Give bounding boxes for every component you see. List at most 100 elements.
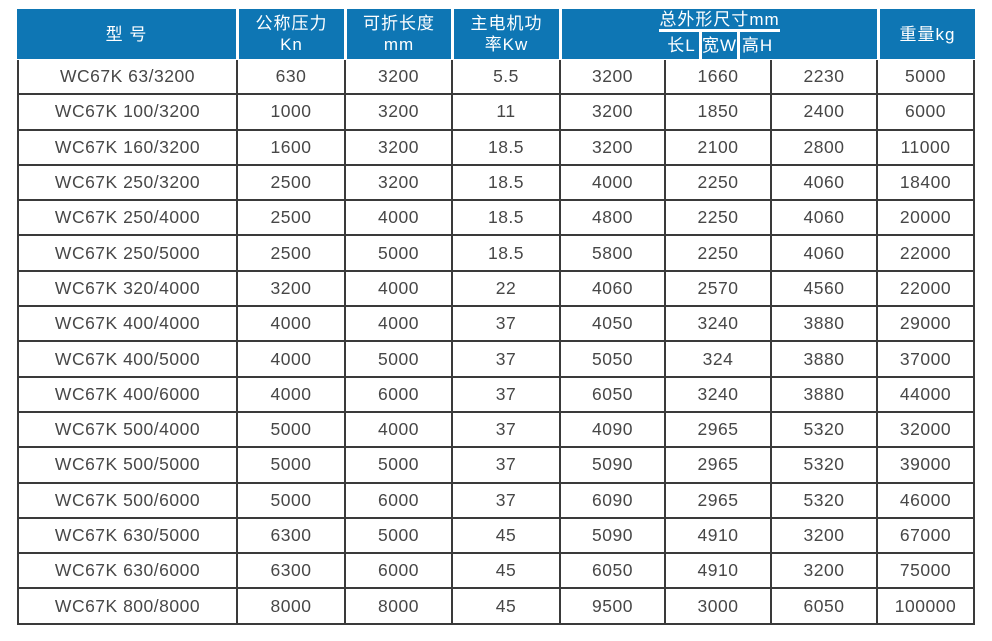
- value-cell: 5000: [346, 342, 453, 378]
- value-cell: 4910: [666, 554, 772, 590]
- model-cell: WC67K 400/5000: [17, 342, 238, 378]
- value-cell: 37: [453, 377, 561, 413]
- value-cell: 6300: [238, 554, 346, 590]
- value-cell: 45: [453, 554, 561, 590]
- model-cell: WC67K 63/3200: [17, 60, 238, 96]
- value-cell: 6000: [878, 95, 975, 131]
- model-cell: WC67K 630/6000: [17, 554, 238, 590]
- value-cell: 6000: [346, 377, 453, 413]
- value-cell: 20000: [878, 201, 975, 237]
- value-cell: 2570: [666, 271, 772, 308]
- model-cell: WC67K 500/4000: [17, 412, 238, 449]
- value-cell: 3000: [666, 589, 772, 625]
- value-cell: 3200: [346, 95, 453, 131]
- value-cell: 5800: [561, 236, 666, 272]
- value-cell: 5320: [772, 448, 878, 484]
- value-cell: 5.5: [453, 60, 561, 96]
- header-fold-length-line2: mm: [383, 35, 415, 54]
- model-cell: WC67K 320/4000: [17, 271, 238, 308]
- value-cell: 11: [453, 95, 561, 131]
- value-cell: 630: [238, 60, 346, 96]
- value-cell: 18400: [878, 165, 975, 202]
- value-cell: 18.5: [453, 165, 561, 202]
- value-cell: 6000: [346, 483, 453, 519]
- value-cell: 37000: [878, 342, 975, 378]
- value-cell: 22: [453, 271, 561, 308]
- value-cell: 324: [666, 342, 772, 378]
- header-model: 型 号: [17, 9, 236, 59]
- value-cell: 4060: [772, 236, 878, 272]
- value-cell: 18.5: [453, 201, 561, 237]
- value-cell: 32000: [878, 412, 975, 449]
- value-cell: 4910: [666, 518, 772, 555]
- value-cell: 3880: [772, 377, 878, 413]
- model-cell: WC67K 400/4000: [17, 307, 238, 343]
- value-cell: 9500: [561, 589, 666, 625]
- value-cell: 4000: [238, 377, 346, 413]
- value-cell: 46000: [878, 483, 975, 519]
- value-cell: 37: [453, 412, 561, 449]
- header-pressure: 公称压力 Kn: [239, 9, 344, 59]
- value-cell: 44000: [878, 377, 975, 413]
- value-cell: 11000: [878, 130, 975, 166]
- header-dim-height: 高H: [740, 32, 776, 59]
- value-cell: 3200: [772, 554, 878, 590]
- header-pressure-line2: Kn: [280, 35, 303, 54]
- value-cell: 3200: [346, 130, 453, 166]
- model-cell: WC67K 160/3200: [17, 130, 238, 166]
- value-cell: 6300: [238, 518, 346, 555]
- value-cell: 37: [453, 342, 561, 378]
- value-cell: 6000: [346, 554, 453, 590]
- value-cell: 4000: [346, 307, 453, 343]
- header-weight-label: 重量kg: [899, 24, 956, 44]
- header-motor-power-line2: 率Kw: [484, 35, 529, 54]
- value-cell: 3200: [772, 518, 878, 555]
- model-cell: WC67K 630/5000: [17, 518, 238, 555]
- header-overall-dimensions: 总外形尺寸mm 长L 宽W 高H: [562, 9, 877, 59]
- value-cell: 1000: [238, 95, 346, 131]
- value-cell: 4800: [561, 201, 666, 237]
- value-cell: 5000: [346, 448, 453, 484]
- value-cell: 5320: [772, 483, 878, 519]
- model-cell: WC67K 500/5000: [17, 448, 238, 484]
- value-cell: 6050: [772, 589, 878, 625]
- value-cell: 2965: [666, 412, 772, 449]
- value-cell: 1600: [238, 130, 346, 166]
- value-cell: 2250: [666, 236, 772, 272]
- header-fold-length: 可折长度 mm: [347, 9, 451, 59]
- value-cell: 5000: [346, 518, 453, 555]
- value-cell: 37: [453, 483, 561, 519]
- model-cell: WC67K 250/4000: [17, 201, 238, 237]
- value-cell: 6050: [561, 554, 666, 590]
- value-cell: 37: [453, 448, 561, 484]
- value-cell: 5000: [346, 236, 453, 272]
- model-cell: WC67K 800/8000: [17, 589, 238, 625]
- value-cell: 3240: [666, 307, 772, 343]
- value-cell: 2500: [238, 165, 346, 202]
- value-cell: 5000: [238, 412, 346, 449]
- value-cell: 2965: [666, 448, 772, 484]
- value-cell: 4090: [561, 412, 666, 449]
- value-cell: 4000: [346, 201, 453, 237]
- model-cell: WC67K 500/6000: [17, 483, 238, 519]
- value-cell: 2230: [772, 60, 878, 96]
- value-cell: 1850: [666, 95, 772, 131]
- value-cell: 45: [453, 589, 561, 625]
- value-cell: 5090: [561, 448, 666, 484]
- value-cell: 2500: [238, 201, 346, 237]
- value-cell: 100000: [878, 589, 975, 625]
- value-cell: 2100: [666, 130, 772, 166]
- header-weight: 重量kg: [880, 9, 975, 59]
- value-cell: 5320: [772, 412, 878, 449]
- value-cell: 3200: [346, 165, 453, 202]
- header-model-label: 型 号: [105, 24, 148, 44]
- value-cell: 2400: [772, 95, 878, 131]
- value-cell: 2800: [772, 130, 878, 166]
- value-cell: 8000: [238, 589, 346, 625]
- value-cell: 39000: [878, 448, 975, 484]
- header-dim-width: 宽W: [701, 32, 738, 59]
- value-cell: 3240: [666, 377, 772, 413]
- value-cell: 6050: [561, 377, 666, 413]
- value-cell: 75000: [878, 554, 975, 590]
- value-cell: 1660: [666, 60, 772, 96]
